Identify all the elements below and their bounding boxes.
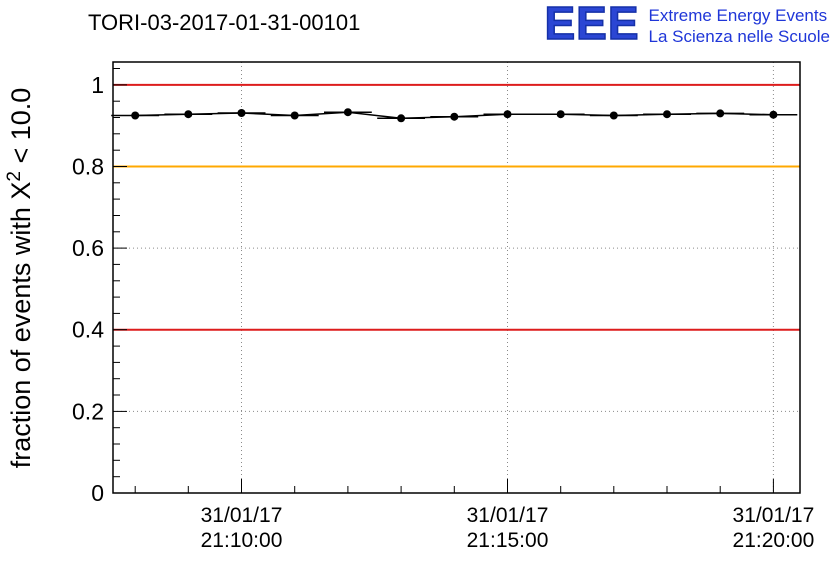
svg-text:31/01/17: 31/01/17 bbox=[201, 504, 283, 527]
svg-text:0.4: 0.4 bbox=[72, 317, 104, 343]
reference-lines bbox=[113, 83, 800, 331]
logo-line-1: Extreme Energy Events bbox=[648, 6, 828, 25]
svg-text:21:15:00: 21:15:00 bbox=[467, 529, 549, 552]
eee-logo: EEE Extreme Energy Events La Scienza nel… bbox=[544, 0, 830, 49]
logo-line-2: La Scienza nelle Scuole bbox=[648, 26, 830, 46]
svg-text:0.6: 0.6 bbox=[72, 235, 104, 261]
svg-text:31/01/17: 31/01/17 bbox=[467, 504, 549, 527]
page-title: TORI-03-2017-01-31-00101 bbox=[88, 10, 361, 35]
svg-text:31/01/17: 31/01/17 bbox=[733, 504, 815, 527]
y-tick-labels: 0 0.2 0.4 0.6 0.8 1 bbox=[72, 72, 104, 506]
svg-text:0: 0 bbox=[91, 480, 104, 506]
plot-frame bbox=[112, 61, 801, 494]
x-tick-labels: 31/01/1721:10:0031/01/1721:15:0031/01/17… bbox=[201, 504, 815, 552]
eee-logo-text: Extreme Energy Events La Scienza nelle S… bbox=[649, 4, 830, 47]
svg-text:21:10:00: 21:10:00 bbox=[201, 529, 283, 552]
svg-text:21:20:00: 21:20:00 bbox=[733, 529, 815, 552]
y-axis-label: fraction of events with X2 < 10.0 bbox=[4, 88, 36, 469]
grid bbox=[113, 62, 800, 493]
svg-text:1: 1 bbox=[91, 72, 104, 98]
data-series bbox=[111, 108, 798, 123]
svg-text:0.8: 0.8 bbox=[72, 154, 104, 180]
svg-text:fraction of events with X2 < 1: fraction of events with X2 < 10.0 bbox=[4, 88, 36, 469]
eee-logo-acronym: EEE bbox=[544, 0, 640, 49]
svg-text:0.2: 0.2 bbox=[72, 398, 104, 424]
axis-ticks bbox=[113, 68, 774, 494]
